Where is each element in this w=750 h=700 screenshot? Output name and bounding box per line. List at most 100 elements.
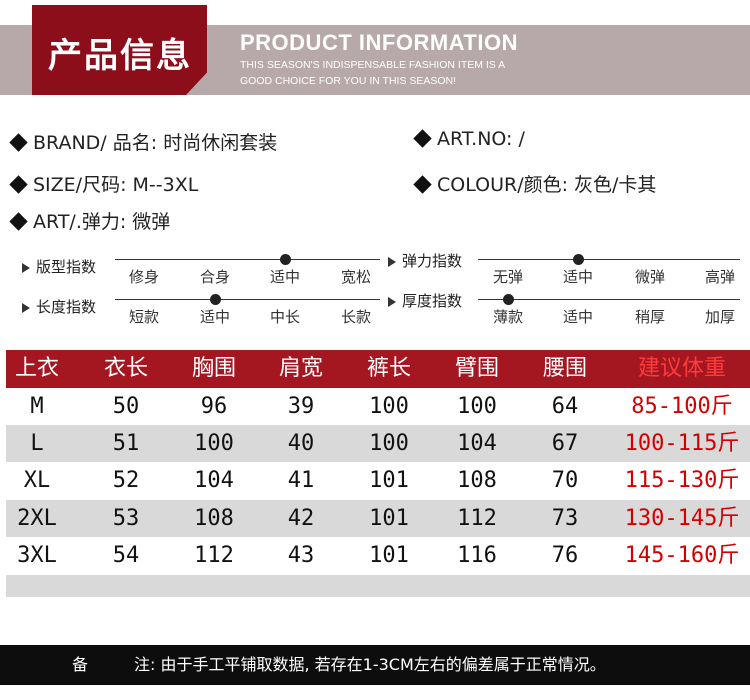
header-cell-waist: 腰围 bbox=[542, 356, 587, 381]
index-length-option: 短款 bbox=[128, 308, 159, 326]
table-cell: 76 bbox=[551, 543, 579, 568]
weight-cell: 130-145斤 bbox=[624, 506, 740, 531]
weight-cell: 100-115斤 bbox=[624, 431, 740, 456]
table-cell: 100 bbox=[457, 394, 497, 419]
header-title-cn: 产品信息 bbox=[48, 36, 192, 76]
triangle-right-icon bbox=[388, 296, 396, 307]
triangle-right-icon bbox=[22, 262, 30, 273]
footer-text: 注: 由于手工平铺取数据, 若存在1-3CM左右的偏差属于正常情况。 bbox=[134, 655, 606, 674]
info-elastic-text: ART/.弹力: 微弹 bbox=[33, 211, 171, 233]
index-elasticity-option: 无弹 bbox=[492, 268, 523, 286]
table-cell: 100 bbox=[369, 394, 409, 419]
index-elasticity-option: 微弹 bbox=[634, 268, 665, 286]
index-elasticity-option: 高弹 bbox=[704, 268, 735, 286]
info-size: SIZE/尺码: M--3XL bbox=[6, 170, 198, 197]
header-subtitle: THIS SEASON'S INDISPENSABLE FASHION ITEM… bbox=[240, 57, 560, 89]
info-size-text: SIZE/尺码: M--3XL bbox=[33, 174, 199, 196]
index-length-line bbox=[115, 299, 380, 300]
table-cell: 50 bbox=[112, 394, 140, 419]
table-cell: 42 bbox=[287, 506, 315, 531]
index-fit-option: 修身 bbox=[128, 268, 159, 286]
index-elasticity-label: 弹力指数 bbox=[388, 250, 462, 271]
index-thickness-line bbox=[478, 299, 740, 300]
footer-note: 备 注: 由于手工平铺取数据, 若存在1-3CM左右的偏差属于正常情况。 bbox=[0, 645, 750, 685]
diamond-icon bbox=[9, 175, 28, 194]
header-subtitle-line1: THIS SEASON'S INDISPENSABLE FASHION ITEM… bbox=[240, 59, 506, 71]
table-cell: 100 bbox=[194, 431, 234, 456]
size-cell: 3XL bbox=[17, 543, 57, 568]
header-cell-top: 上衣 bbox=[14, 356, 59, 381]
table-cell: 101 bbox=[369, 468, 409, 493]
info-brand: BRAND/ 品名: 时尚休闲套装 bbox=[6, 128, 277, 155]
table-cell: 64 bbox=[551, 394, 579, 419]
index-length-option: 中长 bbox=[269, 308, 300, 326]
table-cell: 73 bbox=[551, 506, 579, 531]
table-cell: 104 bbox=[457, 431, 497, 456]
header-cell-length: 衣长 bbox=[103, 356, 148, 381]
header-cell-shoulder: 肩宽 bbox=[278, 356, 323, 381]
index-fit-option: 合身 bbox=[199, 268, 230, 286]
table-cell: 108 bbox=[457, 468, 497, 493]
header-cell-weight: 建议体重 bbox=[637, 356, 726, 381]
diamond-icon bbox=[413, 129, 432, 148]
info-artno: ART.NO: / bbox=[410, 128, 525, 150]
table-cell: 112 bbox=[457, 506, 497, 531]
table-cell: 101 bbox=[369, 506, 409, 531]
info-elastic: ART/.弹力: 微弹 bbox=[6, 207, 170, 234]
index-thickness-option: 稍厚 bbox=[634, 308, 665, 326]
header-title-en: PRODUCT INFORMATION bbox=[240, 30, 518, 55]
index-length-option: 适中 bbox=[199, 308, 230, 326]
index-fit-option: 适中 bbox=[269, 268, 300, 286]
info-brand-text: BRAND/ 品名: 时尚休闲套装 bbox=[33, 132, 278, 154]
index-elasticity-option: 适中 bbox=[562, 268, 593, 286]
index-elasticity-line bbox=[478, 259, 740, 260]
triangle-right-icon bbox=[22, 302, 30, 313]
diamond-icon bbox=[9, 212, 28, 231]
table-row: M 50 96 39 100 100 64 85-100斤 bbox=[6, 388, 750, 425]
size-table-header: 上衣 衣长 胸围 肩宽 裤长 臂围 腰围 建议体重 bbox=[6, 350, 750, 388]
header-title-block bbox=[32, 5, 207, 95]
header-subtitle-line2: GOOD CHOICE FOR YOU IN THIS SEASON! bbox=[240, 75, 457, 87]
weight-cell: 115-130斤 bbox=[624, 468, 740, 493]
size-cell: M bbox=[30, 394, 44, 419]
triangle-right-icon bbox=[388, 256, 396, 267]
table-empty-row bbox=[6, 575, 750, 597]
index-elasticity-marker bbox=[573, 254, 584, 265]
index-length-marker bbox=[210, 294, 221, 305]
index-fit-label: 版型指数 bbox=[22, 256, 96, 277]
diamond-icon bbox=[413, 175, 432, 194]
table-cell: 104 bbox=[194, 468, 234, 493]
table-row: L 51 100 40 100 104 67 100-115斤 bbox=[6, 425, 750, 462]
index-thickness-label: 厚度指数 bbox=[388, 290, 462, 311]
table-cell: 100 bbox=[369, 431, 409, 456]
diamond-icon bbox=[9, 133, 28, 152]
index-fit-option: 宽松 bbox=[340, 268, 371, 286]
table-cell: 54 bbox=[112, 543, 140, 568]
table-cell: 43 bbox=[287, 543, 315, 568]
table-row: 3XL 54 112 43 101 116 76 145-160斤 bbox=[6, 537, 750, 574]
table-cell: 101 bbox=[369, 543, 409, 568]
table-cell: 52 bbox=[112, 468, 140, 493]
weight-cell: 85-100斤 bbox=[631, 394, 733, 419]
index-thickness-marker bbox=[503, 294, 514, 305]
table-cell: 67 bbox=[551, 431, 579, 456]
table-cell: 116 bbox=[457, 543, 497, 568]
table-cell: 70 bbox=[551, 468, 579, 493]
size-cell: XL bbox=[23, 468, 51, 493]
info-artno-text: ART.NO: / bbox=[437, 128, 525, 150]
table-cell: 39 bbox=[287, 394, 315, 419]
size-cell: L bbox=[30, 431, 44, 456]
index-fit-marker bbox=[280, 254, 291, 265]
table-row: XL 52 104 41 101 108 70 115-130斤 bbox=[6, 462, 750, 499]
info-colour-text: COLOUR/颜色: 灰色/卡其 bbox=[437, 174, 657, 196]
header-cell-arm: 臂围 bbox=[454, 356, 499, 381]
table-cell: 108 bbox=[194, 506, 234, 531]
header-cell-chest: 胸围 bbox=[191, 356, 236, 381]
weight-cell: 145-160斤 bbox=[624, 543, 740, 568]
index-thickness-option: 薄款 bbox=[492, 308, 523, 326]
table-cell: 53 bbox=[112, 506, 140, 531]
header-cell-pants-length: 裤长 bbox=[366, 356, 411, 381]
size-cell: 2XL bbox=[17, 506, 57, 531]
table-cell: 40 bbox=[287, 431, 315, 456]
info-colour: COLOUR/颜色: 灰色/卡其 bbox=[410, 170, 656, 197]
